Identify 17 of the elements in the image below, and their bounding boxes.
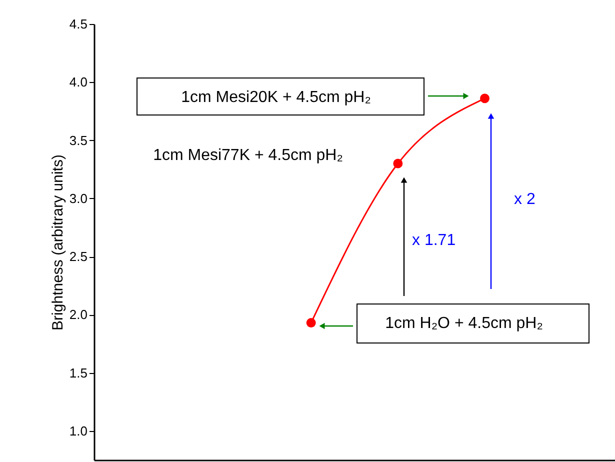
- y-axis-title: Brightness (arbitrary units): [49, 154, 66, 330]
- point: [306, 318, 316, 328]
- y-tick-label: 4.0: [69, 74, 88, 90]
- y-tick-label: 1.5: [69, 365, 88, 380]
- y-tick-label: 4.5: [69, 16, 88, 32]
- y-tick-label: 2.5: [69, 249, 88, 264]
- y-tick-label: 3.5: [69, 132, 88, 148]
- annotation: x 1.71: [412, 232, 456, 249]
- y-tick-label: 2.0: [69, 307, 88, 322]
- annotation: 1cm H₂O + 4.5cm pH₂: [385, 315, 543, 332]
- annotation: x 2: [514, 191, 536, 208]
- y-tick-label: 1.0: [69, 423, 88, 438]
- point: [480, 94, 490, 104]
- annotation: 1cm Mesi20K + 4.5cm pH₂: [181, 89, 371, 106]
- point: [393, 158, 403, 168]
- y-tick-label: 3.0: [69, 190, 88, 206]
- annotation: 1cm Mesi77K + 4.5cm pH₂: [153, 147, 343, 164]
